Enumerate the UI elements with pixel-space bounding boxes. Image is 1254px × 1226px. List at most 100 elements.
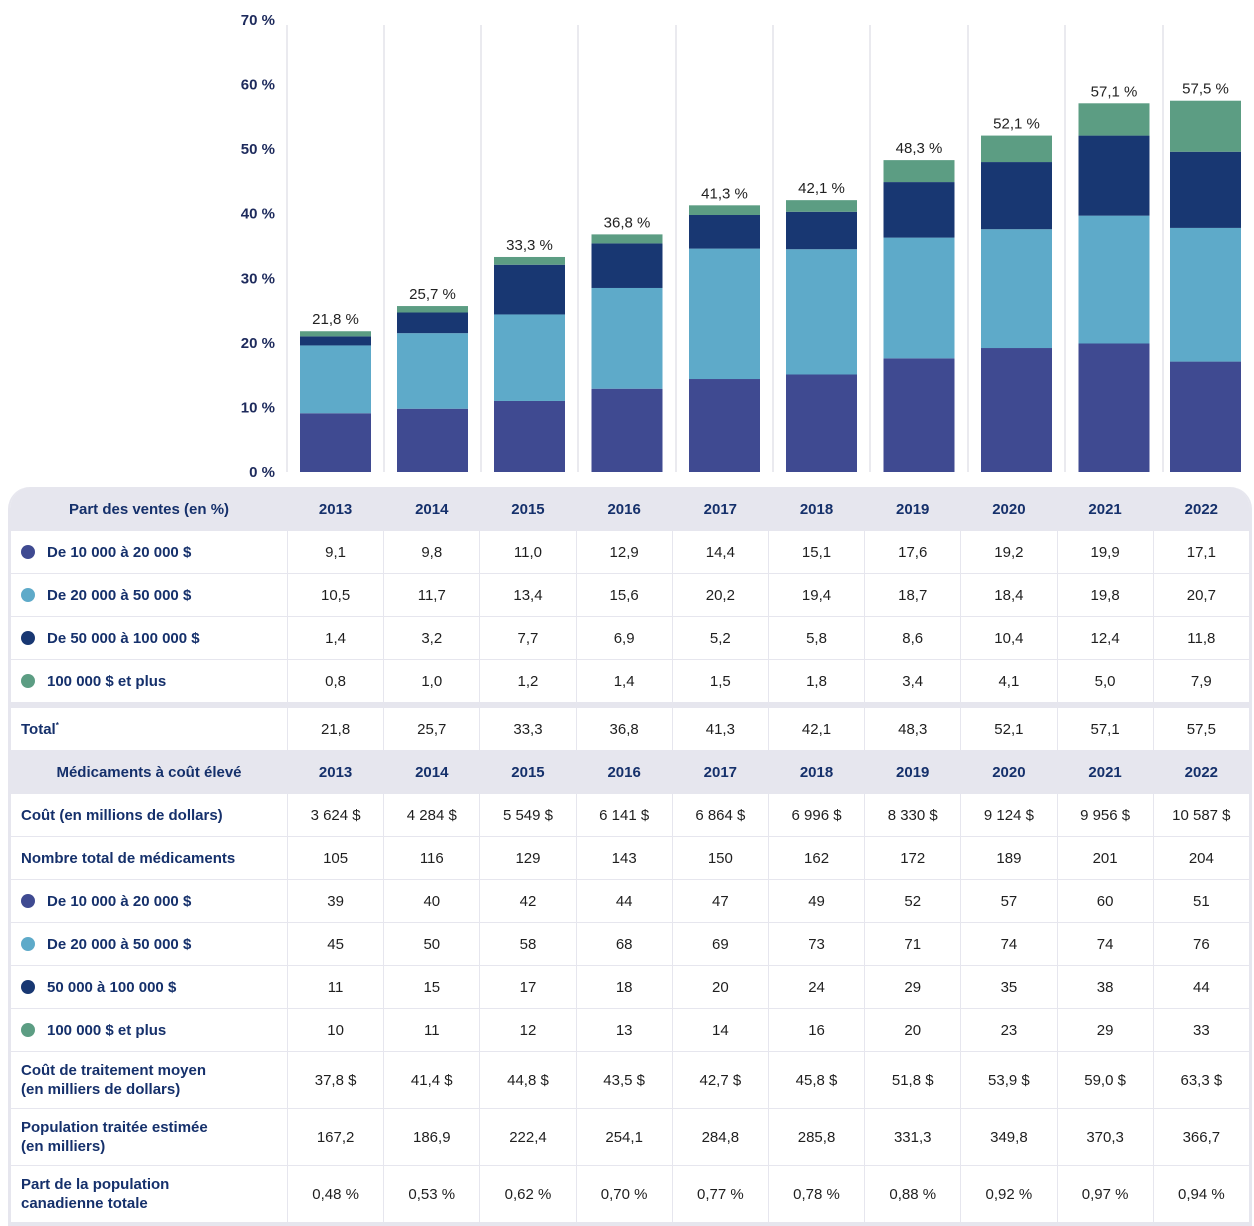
bar-stack-2018 <box>786 200 857 472</box>
y-tick-label: 40 % <box>241 206 275 223</box>
table-cell: 57,1 <box>1056 704 1154 751</box>
table-cell: 1,0 <box>383 659 481 708</box>
table-cell: 162 <box>767 836 866 880</box>
row-label: De 50 000 à 100 000 $ <box>10 616 288 660</box>
bar-segment <box>883 182 955 238</box>
table-row: Total* 21,8 25,7 33,3 36,8 41,3 42,1 48,3 52,1 57… <box>10 704 1250 751</box>
row-label: De 20 000 à 50 000 $ <box>10 922 288 966</box>
legend-dot-icon <box>21 1022 35 1037</box>
table-cell: 15,1 <box>767 530 866 574</box>
bar-segment <box>981 348 1052 472</box>
table-cell: 5,8 <box>767 616 866 660</box>
table-cell: 12,9 <box>575 530 673 574</box>
y-axis: 0 % 10 % 20 % 30 % 40 % 50 % 60 % 70 % <box>241 12 275 480</box>
table-cell: 20 <box>864 1008 962 1052</box>
table-cell: 6 996 $ <box>767 793 866 837</box>
table-cell: 41,3 <box>671 704 769 751</box>
table-cell: 254,1 <box>575 1108 673 1166</box>
table-cell: 370,3 <box>1056 1108 1154 1166</box>
bar-total-label: 48,3 % <box>896 140 943 157</box>
table1-year-header: 2013 <box>286 487 385 531</box>
table-row: 100 000 $ et plus 0,8 1,0 1,2 1,4 1,5 1,8 3,4 4,… <box>10 659 1250 708</box>
bar-total-label: 25,7 % <box>409 286 456 303</box>
bar-segment <box>1078 215 1150 344</box>
table-cell: 0,70 % <box>575 1165 673 1223</box>
bar-segment <box>883 237 955 359</box>
bar-segment <box>300 413 371 472</box>
table-cell: 21,8 <box>286 704 385 751</box>
table-cell: 52,1 <box>960 704 1058 751</box>
row-label: De 10 000 à 20 000 $ <box>10 879 288 923</box>
table-cell: 17 <box>479 965 577 1009</box>
bar-segment <box>397 408 468 472</box>
bar-segment <box>786 374 857 472</box>
bar-segment <box>786 211 857 250</box>
table-cell: 18 <box>575 965 673 1009</box>
table-cell: 4,1 <box>960 659 1058 708</box>
table-cell: 222,4 <box>479 1108 577 1166</box>
table-cell: 11,8 <box>1152 616 1250 660</box>
table-cell: 11,7 <box>383 573 481 617</box>
table-cell: 167,2 <box>286 1108 385 1166</box>
table-cell: 42 <box>479 879 577 923</box>
bar-segment <box>494 314 565 401</box>
table-cell: 60 <box>1056 879 1154 923</box>
table1-year-header: 2022 <box>1152 487 1250 531</box>
table-cell: 331,3 <box>864 1108 962 1166</box>
row-label-text: 100 000 $ et plus <box>47 1021 167 1039</box>
table-cell: 20,2 <box>671 573 769 617</box>
table-cell: 15 <box>383 965 481 1009</box>
row-label: Coût de traitement moyen (en milliers de … <box>10 1051 288 1109</box>
footnote-marker: * <box>55 720 59 730</box>
bar-segment <box>1078 103 1150 136</box>
bar-segment <box>786 200 857 212</box>
table1-year-header: 2019 <box>864 487 962 531</box>
table-cell: 15,6 <box>575 573 673 617</box>
bar-total-label: 57,5 % <box>1182 81 1229 98</box>
row-label: Total* <box>10 704 288 751</box>
table1-year-header: 2014 <box>383 487 481 531</box>
table-cell: 76 <box>1152 922 1250 966</box>
bar-stack-2015 <box>494 256 565 472</box>
table-cell: 1,8 <box>767 659 866 708</box>
y-tick-label: 50 % <box>241 141 275 158</box>
bar-stack-2020 <box>981 135 1052 472</box>
table1-year-header: 2017 <box>671 487 769 531</box>
bars <box>300 100 1241 472</box>
row-label-text-line2: (en milliers de dollars) <box>21 1081 181 1098</box>
table-cell: 11 <box>383 1008 481 1052</box>
table-cell: 9,1 <box>286 530 385 574</box>
bar-segment <box>300 345 371 414</box>
table-cell: 57,5 <box>1152 704 1250 751</box>
row-label-text: 50 000 à 100 000 $ <box>47 978 177 996</box>
table-cell: 6 141 $ <box>575 793 673 837</box>
row-label-text: De 20 000 à 50 000 $ <box>47 586 192 604</box>
table-row: 50 000 à 100 000 $ 11 15 17 18 20 24 29 35 38 44 <box>10 965 1250 1009</box>
table-cell: 42,1 <box>767 704 866 751</box>
table-row: 100 000 $ et plus 10 11 12 13 14 16 20 23 29 33 <box>10 1008 1250 1052</box>
row-label-text: Coût de traitement moyen <box>21 1062 207 1079</box>
table1-year-header: 2016 <box>575 487 673 531</box>
table-cell: 0,77 % <box>671 1165 769 1223</box>
bar-total-label: 41,3 % <box>701 185 748 202</box>
bar-segment <box>1170 227 1241 362</box>
table-cell: 59,0 $ <box>1056 1051 1154 1109</box>
table-cell: 10 587 $ <box>1152 793 1250 837</box>
row-label-text-line2: (en milliers) <box>21 1138 106 1155</box>
table-cell: 41,4 $ <box>383 1051 481 1109</box>
table-cell: 43,5 $ <box>575 1051 673 1109</box>
bar-segment <box>1170 361 1241 472</box>
table-cell: 9,8 <box>383 530 481 574</box>
stacked-bar-chart: 0 % 10 % 20 % 30 % 40 % 50 % 60 % 70 % 21,8 % 25… <box>241 12 1241 480</box>
bar-stack-2022 <box>1170 100 1241 472</box>
row-label-text: Coût (en millions de dollars) <box>21 806 223 824</box>
table-cell: 18,7 <box>864 573 962 617</box>
table-cell: 4 284 $ <box>383 793 481 837</box>
bar-total-labels: 21,8 % 25,7 % 33,3 % 36,8 % 41,3 % 42,1 % 48,3… <box>312 81 1229 329</box>
bar-segment <box>883 160 955 183</box>
table-cell: 19,4 <box>767 573 866 617</box>
legend-dot-icon <box>21 893 35 908</box>
table-cell: 116 <box>383 836 481 880</box>
table-cell: 24 <box>767 965 866 1009</box>
bar-segment <box>494 256 565 265</box>
